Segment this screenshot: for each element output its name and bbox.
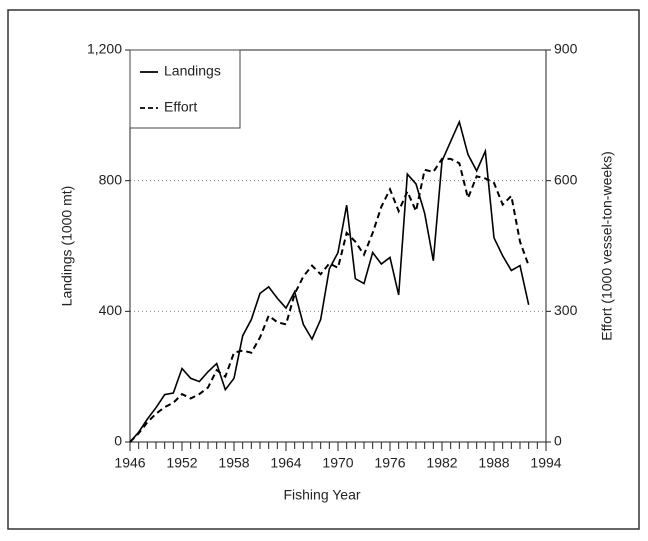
- x-tick-label: 1994: [530, 455, 561, 471]
- y-tick-label: 0: [114, 433, 122, 449]
- frame: [7, 9, 640, 530]
- plot-frame: [129, 49, 547, 443]
- x-tick-label: 1976: [374, 455, 405, 471]
- series-line: [129, 157, 530, 443]
- legend-label: Effort: [164, 99, 197, 115]
- y2-tick-label: 0: [554, 433, 562, 449]
- y2-axis-label: Effort (1000 vessel-ton-weeks): [599, 151, 615, 341]
- legend-label: Landings: [164, 63, 221, 79]
- series-line: [129, 119, 530, 443]
- y2-tick-label: 900: [554, 41, 578, 57]
- x-tick-label: 1958: [218, 455, 249, 471]
- y-tick-label: 1,200: [87, 41, 122, 57]
- x-tick-label: 1982: [426, 455, 457, 471]
- x-tick-label: 1970: [322, 455, 353, 471]
- x-tick-label: 1964: [270, 455, 301, 471]
- x-tick-label: 1952: [166, 455, 197, 471]
- x-axis-label: Fishing Year: [283, 487, 360, 503]
- y-axis-label: Landings (1000 mt): [59, 186, 75, 307]
- y-tick-label: 400: [99, 302, 123, 318]
- y2-tick-label: 300: [554, 302, 578, 318]
- legend-box: [129, 49, 241, 129]
- y-tick-label: 800: [99, 171, 123, 187]
- y2-tick-label: 600: [554, 171, 578, 187]
- x-tick-label: 1988: [478, 455, 509, 471]
- x-tick-label: 1946: [114, 455, 145, 471]
